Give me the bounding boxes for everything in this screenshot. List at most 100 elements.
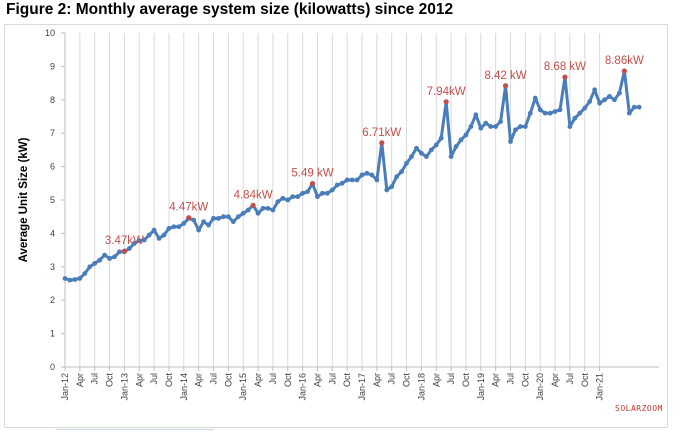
data-point	[176, 224, 182, 230]
data-point	[117, 249, 122, 255]
data-point	[225, 214, 231, 220]
data-point	[617, 90, 622, 96]
data-point	[542, 110, 548, 116]
data-point	[389, 184, 395, 190]
x-tick-label: Oct	[164, 373, 174, 388]
x-tick-label: Apr	[431, 373, 441, 387]
data-point	[334, 182, 340, 188]
data-point	[280, 195, 286, 201]
data-point	[399, 169, 404, 175]
data-point	[305, 189, 310, 195]
peak-label: 7.94kW	[427, 86, 466, 98]
y-tick-label: 3	[50, 262, 55, 272]
data-point	[245, 207, 251, 213]
figure-title: Figure 2: Monthly average system size (k…	[6, 1, 454, 18]
x-tick-label: Jul	[149, 373, 159, 385]
peak-marker	[443, 99, 449, 105]
data-point	[235, 214, 241, 220]
x-tick-label: Apr	[372, 373, 382, 387]
data-point	[339, 180, 345, 186]
data-point	[597, 100, 602, 106]
x-tick-label: Jan-14	[179, 373, 189, 401]
data-point	[146, 232, 152, 238]
data-point	[419, 150, 424, 156]
peak-marker	[309, 181, 316, 187]
data-point	[260, 205, 266, 211]
data-point	[329, 187, 335, 193]
data-point	[295, 194, 301, 200]
y-tick-label: 8	[50, 95, 55, 105]
peak-label: 3.47kW	[105, 235, 144, 247]
data-point	[102, 252, 107, 258]
data-point	[320, 190, 325, 196]
peak-marker	[186, 215, 192, 221]
data-point	[161, 232, 167, 238]
peak-label: 8.42 kW	[484, 70, 526, 82]
data-point	[518, 124, 523, 129]
x-tick-label: Apr	[194, 373, 204, 387]
y-tick-label: 6	[50, 162, 55, 172]
data-point	[473, 112, 479, 118]
data-point	[344, 177, 350, 183]
peak-marker	[250, 202, 256, 208]
x-tick-label: Jan-13	[119, 373, 129, 401]
peak-label: 8.86kW	[605, 55, 644, 67]
data-point	[414, 145, 419, 151]
data-point	[156, 236, 162, 241]
data-point	[423, 154, 429, 159]
x-tick-label: Apr	[134, 373, 144, 387]
data-point	[315, 194, 320, 200]
data-point	[77, 276, 83, 281]
data-point	[557, 107, 563, 113]
data-point	[211, 215, 216, 221]
peak-annotations: 3.47kW 4.47kW 4.84kW 5.49 kW 6.71kW 7.94kW 8.4…	[105, 55, 644, 254]
data-point	[602, 97, 607, 103]
data-point	[636, 104, 642, 110]
footer-divider	[56, 429, 214, 430]
gridlines	[64, 33, 601, 367]
y-tick-label: 2	[50, 295, 55, 305]
data-point	[349, 177, 355, 183]
peak-marker	[502, 83, 509, 89]
x-tick-label: Jan-21	[595, 373, 605, 401]
x-tick-label: Oct	[520, 373, 530, 388]
data-point	[513, 127, 518, 133]
x-tick-label: Jul	[327, 373, 337, 385]
x-tick-label: Apr	[491, 373, 501, 387]
watermark: SOLARZOOM	[615, 404, 663, 413]
data-point	[290, 194, 296, 200]
data-point	[508, 139, 513, 144]
y-tick-label: 10	[45, 28, 55, 38]
x-tick-label: Oct	[283, 373, 293, 388]
data-point	[582, 105, 588, 111]
data-point	[631, 104, 637, 110]
x-tick-label: Jul	[506, 373, 516, 385]
data-point	[126, 246, 132, 251]
data-point	[438, 135, 444, 141]
data-point	[364, 170, 370, 176]
x-tick-label: Jul	[387, 373, 397, 385]
peak-marker	[621, 68, 627, 74]
y-tick-label: 7	[50, 128, 55, 138]
data-point	[394, 174, 400, 180]
y-tick-label: 1	[50, 329, 55, 339]
data-point	[592, 87, 598, 93]
x-tick-label: Apr	[253, 373, 263, 387]
data-point	[230, 219, 236, 225]
x-tick-label: Oct	[105, 373, 115, 388]
data-point	[324, 190, 330, 196]
data-point	[458, 137, 464, 143]
data-point	[82, 271, 88, 276]
data-point	[527, 110, 533, 116]
data-point	[483, 120, 489, 126]
y-tick-label: 9	[50, 61, 55, 71]
x-tick-label: Jan-20	[535, 373, 545, 401]
peak-label: 4.84kW	[234, 189, 273, 201]
x-tick-label: Apr	[550, 373, 560, 387]
x-tick-label: Jan-18	[416, 373, 426, 401]
data-point	[62, 276, 68, 281]
peak-marker	[562, 74, 568, 80]
data-point	[141, 237, 147, 243]
data-point	[131, 241, 137, 246]
data-point	[572, 115, 578, 121]
